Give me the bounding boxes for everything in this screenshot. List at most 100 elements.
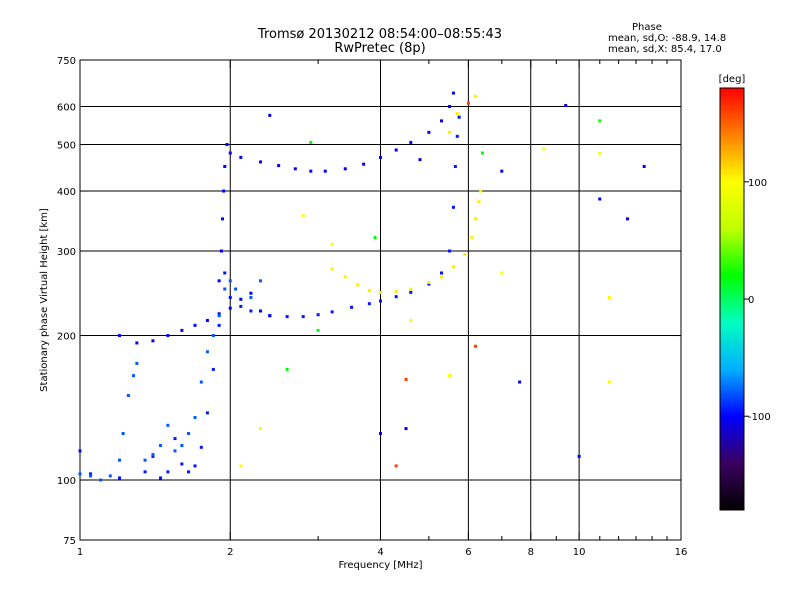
y-axis: 75 100 200 300 400 500 600 750 [57,56,681,547]
data-point [479,189,483,193]
data-point [249,296,253,300]
data-point [89,474,93,478]
colorbar-tick-label: -100 [748,412,771,423]
data-point [379,155,382,159]
data-point [323,169,327,173]
data-point [477,200,481,204]
data-point [463,253,467,257]
data-point [448,249,452,253]
data-point [222,189,226,193]
data-point [228,151,232,155]
data-point [135,341,139,345]
data-point [394,295,398,299]
data-point [309,169,313,173]
data-point [448,130,452,134]
data-point [330,310,334,314]
data-point [187,470,191,474]
data-point [285,367,289,371]
y-tick-label: 100 [57,476,76,487]
data-point [173,437,177,441]
data-point [259,160,263,164]
data-point [394,290,398,294]
data-point [440,275,444,279]
data-point [440,119,444,123]
data-point [577,454,581,458]
data-point [394,464,398,468]
data-point [362,162,366,166]
x-tick-label: 10 [573,547,586,558]
data-point [135,361,139,365]
x-tick-label: 16 [675,547,688,558]
data-point [598,119,602,123]
colorbar-tick-label: 0 [748,295,754,306]
data-point [126,394,130,398]
y-tick-label: 75 [63,536,76,547]
data-point [451,205,455,209]
data-point [205,318,209,322]
data-point [217,323,221,327]
data-point [187,432,191,436]
chart-subtitle: RwPretec (8p) [334,41,426,56]
data-point [199,380,203,384]
data-point [427,280,431,284]
data-point [379,432,382,436]
data-point [642,164,646,168]
data-point [221,217,225,221]
data-point [473,344,477,348]
data-point [598,197,602,201]
data-point [356,283,360,287]
data-point [205,411,209,415]
data-point [159,444,163,448]
data-point [466,101,470,105]
data-point [159,476,163,480]
data-point [205,350,209,354]
data-point [440,271,444,275]
x-tick-label: 4 [377,547,383,558]
data-point [409,140,413,144]
y-tick-label: 200 [57,332,76,343]
data-point [607,380,611,384]
data-point [143,458,147,462]
data-point [500,271,504,275]
data-point [259,427,263,431]
data-point [78,449,82,453]
data-point [132,374,136,378]
data-point [404,377,408,381]
x-axis: 1 2 4 6 8 10 16 [77,60,688,558]
data-point [473,94,477,98]
y-tick-label: 600 [57,103,76,114]
data-point [457,115,461,119]
data-point [316,328,320,332]
data-point [78,472,82,476]
colorbar-tick-label: 100 [748,178,767,189]
data-point [249,291,253,295]
x-tick-label: 8 [528,547,534,558]
data-point [448,374,452,378]
data-point [427,130,431,134]
data-point [301,214,305,218]
data-point [151,453,155,457]
data-point [268,314,272,318]
data-point [193,323,197,327]
colorbar: [deg] 100 0 -100 [719,74,771,511]
data-point [118,334,122,338]
y-tick-label: 500 [57,141,76,152]
data-point [234,287,238,291]
data-point [121,432,125,436]
data-point [373,236,377,240]
data-point [470,236,474,240]
data-point [330,267,334,271]
data-point [166,334,170,338]
y-axis-label: Stationary phase Virtual Height [km] [39,208,50,392]
data-point [249,309,253,313]
data-point [228,306,232,310]
data-point [316,313,320,317]
data-point [217,279,221,283]
data-point [180,328,184,332]
grid-lines [80,60,681,540]
data-point [228,296,232,300]
data-point [293,167,297,171]
data-point [455,112,459,116]
x-tick-label: 1 [77,547,83,558]
data-point [217,314,221,318]
